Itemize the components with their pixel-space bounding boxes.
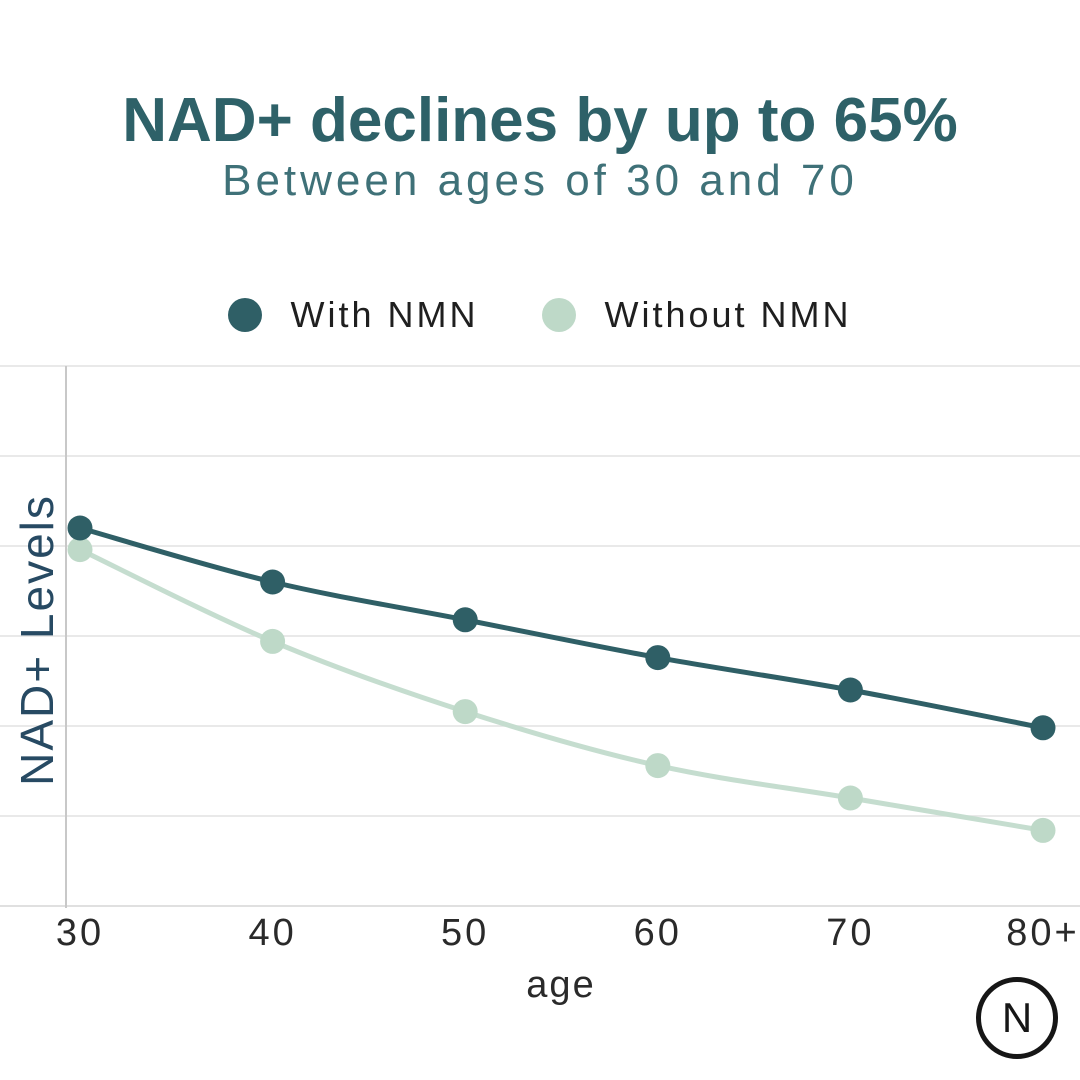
x-tick-label: 60 (633, 912, 682, 954)
data-point (1030, 817, 1056, 843)
legend-swatch-circle (542, 298, 577, 332)
x-tick-label: 30 (55, 912, 105, 954)
x-tick-label: 70 (826, 912, 875, 954)
legend-swatch-circle (228, 298, 263, 332)
data-point (452, 607, 478, 633)
brand-logo-letter: N (1001, 994, 1033, 1041)
y-axis-label: NAD+ Levels (11, 494, 63, 786)
brand-logo: N (976, 977, 1058, 1059)
x-tick-label: 50 (441, 912, 490, 954)
data-point (645, 645, 671, 671)
series-line (77, 525, 1046, 731)
data-point (67, 515, 93, 541)
data-point (67, 537, 93, 563)
data-point (837, 785, 863, 811)
x-tick-label: 40 (248, 912, 297, 954)
legend-label: With NMN (290, 294, 479, 335)
legend-item: With NMN (228, 294, 478, 336)
legend-item: Without NMN (542, 294, 851, 336)
data-point (645, 753, 671, 779)
chart-subtitle: Between ages of 30 and 70 (222, 156, 858, 205)
series-line (77, 547, 1046, 833)
data-point (452, 699, 478, 725)
chart-title: NAD+ declines by up to 65% (122, 86, 958, 155)
x-axis-label: age (526, 964, 596, 1006)
legend: With NMN Without NMN (0, 294, 1080, 336)
data-point (1030, 715, 1056, 741)
data-point (260, 569, 286, 595)
data-point (260, 628, 286, 654)
x-tick-label: 80+ (1006, 912, 1080, 954)
data-point (837, 677, 863, 703)
legend-label: Without NMN (604, 294, 852, 335)
